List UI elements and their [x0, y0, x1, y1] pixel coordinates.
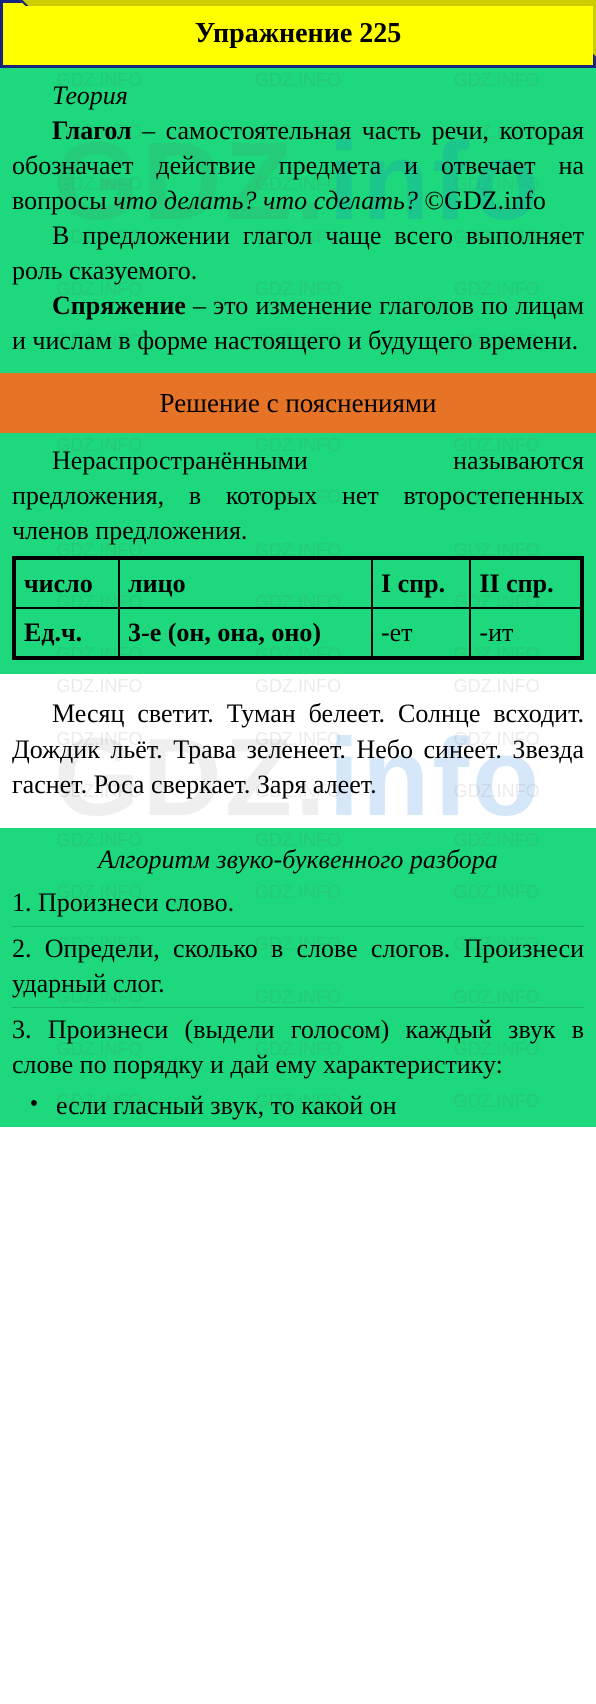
solution-heading-band: Решение с пояснениями [0, 373, 596, 433]
solution-section: GDZ.INFOGDZ.INFOGDZ.INFO GDZ.INFOGDZ.INF… [0, 433, 596, 674]
sentences-text: Месяц светит. Туман белеет. Солнце всход… [12, 696, 584, 801]
algorithm-steps: 1. Произнеси слово. 2. Определи, сколько… [12, 881, 584, 1124]
theory-questions: что делать? что сделать? [113, 186, 418, 215]
bullet-icon: • [12, 1088, 56, 1123]
algo-bullet-1: • если гласный звук, то какой он [12, 1088, 584, 1123]
algo-step-2: 2. Определи, сколько в слове слогов. Про… [12, 926, 584, 1007]
theory-heading: Теория [52, 78, 584, 113]
nonextended-definition: Нераспространёнными называются предложен… [12, 443, 584, 548]
sentences-section: GDZ.info GDZ.INFOGDZ.INFOGDZ.INFO GDZ.IN… [0, 674, 596, 827]
table-header-row: число лицо I спр. II спр. [15, 559, 581, 608]
algo-step-1: 1. Произнеси слово. [12, 881, 584, 926]
solution-heading: Решение с пояснениями [160, 388, 437, 418]
exercise-title-banner: Упражнение 225 [0, 0, 596, 68]
algorithm-title: Алгоритм звуко-буквенного разбора [12, 838, 584, 881]
col-chislo: число [15, 559, 119, 608]
theory-section: GDZ.info GDZ.INFOGDZ.INFOGDZ.INFO GDZ.IN… [0, 68, 596, 373]
col-spr2: II спр. [470, 559, 581, 608]
conjugation-table: число лицо I спр. II спр. Ед.ч. 3-е (он,… [12, 556, 584, 660]
cell-chislo: Ед.ч. [15, 608, 119, 657]
theory-paragraph-2: В предложении глагол чаще всего выполняе… [12, 218, 584, 288]
cell-spr2: -ит [470, 608, 581, 657]
theory-paragraph-1: Глагол – самостоятельная часть речи, кот… [12, 113, 584, 218]
cell-spr1: -ет [372, 608, 470, 657]
term-glagol: Глагол [52, 116, 132, 145]
algorithm-section: GDZ.INFOGDZ.INFOGDZ.INFO GDZ.INFOGDZ.INF… [0, 828, 596, 1128]
exercise-title: Упражнение 225 [195, 18, 402, 49]
algo-step-3: 3. Произнеси (выдели голосом) каждый зву… [12, 1007, 584, 1088]
col-lico: лицо [119, 559, 372, 608]
table-row: Ед.ч. 3-е (он, она, оно) -ет -ит [15, 608, 581, 657]
col-spr1: I спр. [372, 559, 470, 608]
algo-bullet-1-text: если гласный звук, то какой он [56, 1088, 584, 1123]
theory-paragraph-3: Спряжение – это изменение глаголов по ли… [12, 288, 584, 358]
term-spryazhenie: Спряжение [52, 291, 186, 320]
cell-lico: 3-е (он, она, оно) [119, 608, 372, 657]
